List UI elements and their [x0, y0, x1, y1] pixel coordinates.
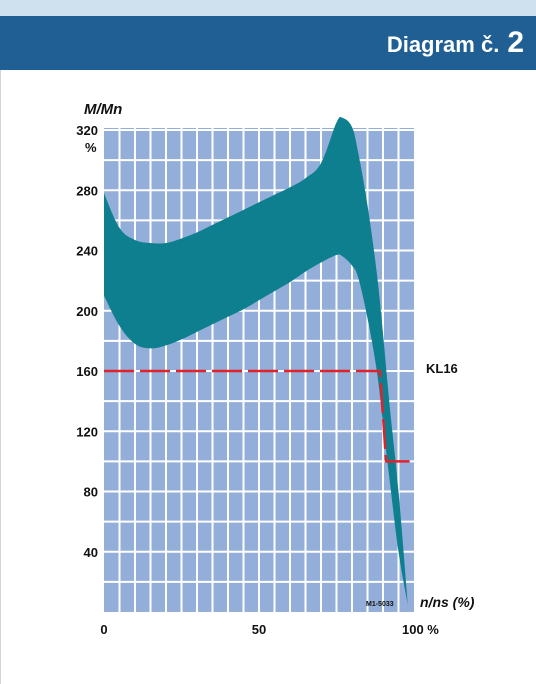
torque-band: [104, 116, 408, 605]
kl16-label: KL16: [426, 361, 458, 376]
y-tick-labels: 40 80 120 160 200 240 280 320: [76, 123, 98, 560]
y-tick-label: 200: [76, 304, 98, 319]
y-tick-label: 80: [84, 485, 98, 500]
x-tick-label: 100 %: [402, 622, 439, 637]
y-tick-label: 40: [84, 545, 98, 560]
y-axis-label: M/Mn: [84, 101, 122, 118]
diagram-title-text: Diagram č.: [386, 32, 500, 57]
y-tick-label: 280: [76, 183, 98, 198]
y-tick-label: 120: [76, 424, 98, 439]
figure-code-label: M1-5033: [366, 601, 394, 608]
y-tick-label: 240: [76, 244, 98, 259]
y-axis-unit: %: [85, 140, 97, 155]
x-tick-labels: 0 50 100 %: [100, 622, 439, 637]
header-bar: [0, 16, 536, 70]
x-axis-label: n/ns (%): [420, 594, 475, 610]
top-strip: [0, 0, 536, 16]
x-tick-label: 0: [100, 622, 107, 637]
kl16-dashed-line: [104, 369, 414, 463]
x-tick-label: 50: [252, 622, 266, 637]
y-tick-label: 320: [76, 123, 98, 138]
diagram-title-number: 2: [507, 26, 524, 59]
left-divider: [0, 70, 1, 684]
y-tick-label: 160: [76, 364, 98, 379]
diagram-title: Diagram č. 2: [387, 26, 524, 66]
